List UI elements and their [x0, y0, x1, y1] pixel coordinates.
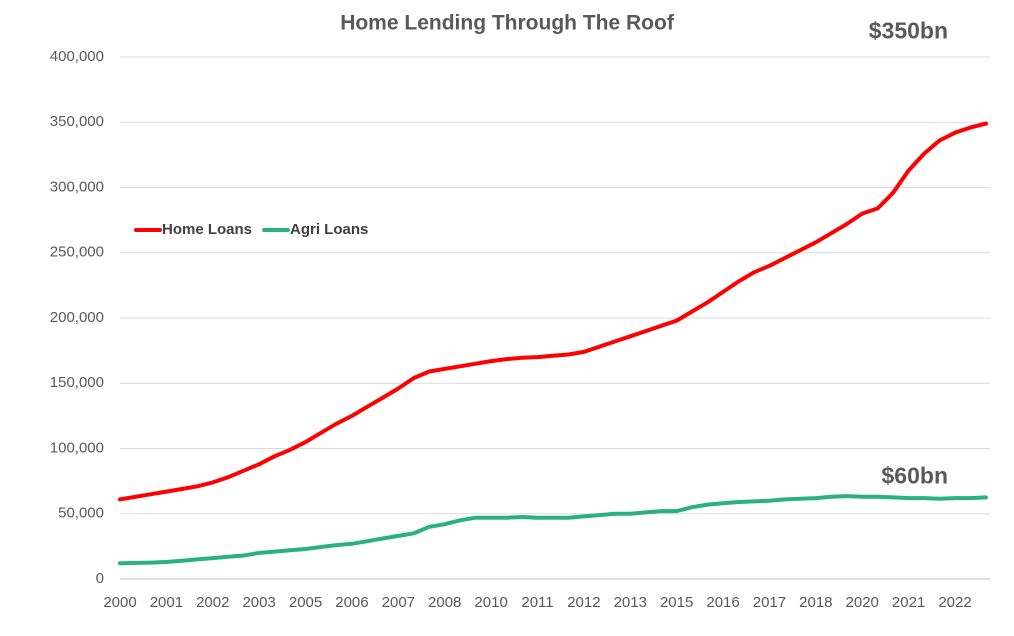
annotation: $60bn: [882, 463, 948, 489]
x-tick-label: 2000: [103, 594, 136, 611]
line-series: [118, 494, 988, 566]
x-tick-label: 2003: [242, 594, 275, 611]
x-tick-label: 2013: [614, 594, 647, 611]
x-tick-label: 2022: [938, 594, 971, 611]
y-tick-label: 350,000: [50, 113, 104, 130]
x-tick-label: 2015: [660, 594, 693, 611]
legend-label: Home Loans: [162, 221, 252, 238]
y-tick-label: 400,000: [50, 48, 104, 65]
y-tick-label: 150,000: [50, 374, 104, 391]
x-tick-label: 2011: [521, 594, 553, 611]
x-tick-label: 2001: [150, 594, 183, 611]
chart-title: Home Lending Through The Roof: [340, 12, 675, 35]
x-tick-label: 2010: [474, 594, 507, 611]
x-tick-label: 2021: [892, 594, 925, 611]
legend-label: Agri Loans: [290, 221, 368, 238]
y-tick-label: 250,000: [50, 244, 104, 261]
x-tick-label: 2007: [382, 594, 415, 611]
x-tick-label: 2006: [335, 594, 368, 611]
y-tick-label: 200,000: [50, 309, 104, 326]
y-tick-label: 0: [96, 570, 104, 587]
annotation: $350bn: [869, 18, 948, 44]
x-tick-label: 2012: [567, 594, 600, 611]
y-tick-label: 50,000: [58, 505, 104, 522]
x-tick-label: 2002: [196, 594, 229, 611]
x-tick-label: 2005: [289, 594, 322, 611]
y-tick-label: 300,000: [50, 178, 104, 195]
x-tick-label: 2008: [428, 594, 461, 611]
y-tick-label: 100,000: [50, 439, 104, 456]
x-tick-label: 2016: [706, 594, 739, 611]
x-tick-label: 2020: [846, 594, 879, 611]
x-tick-label: 2017: [753, 594, 786, 611]
line-series: [118, 121, 988, 502]
x-tick-label: 2018: [799, 594, 832, 611]
